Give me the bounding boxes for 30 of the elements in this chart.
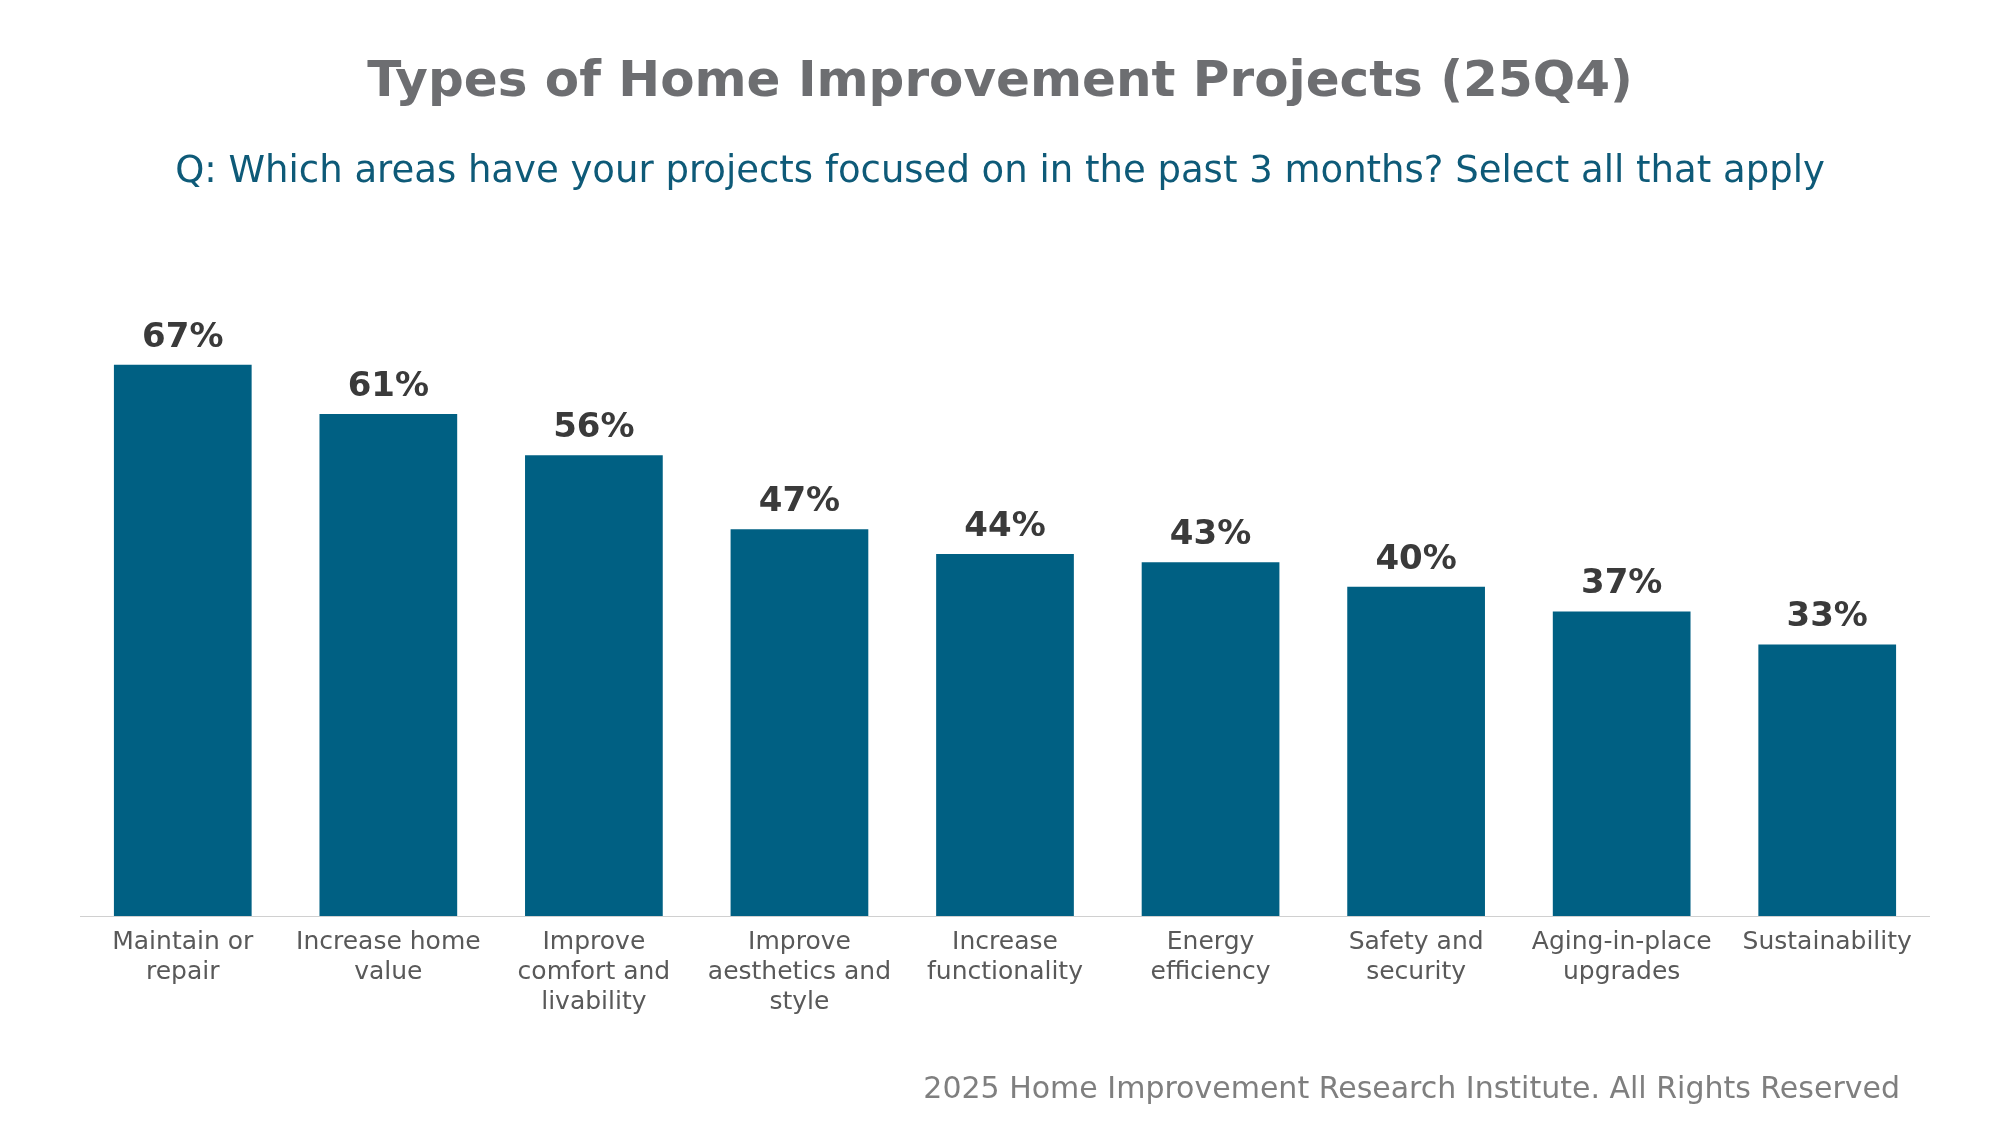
bar <box>1347 586 1485 916</box>
data-label: 67% <box>142 314 224 355</box>
x-tick-label: Increase functionality <box>927 925 1084 985</box>
x-tick-label: Improve comfort and livability <box>517 925 671 1015</box>
x-tick-label: Improve aesthetics and style <box>707 925 892 1015</box>
x-tick-label: Increase home value <box>296 925 481 985</box>
x-tick-label: Maintain or repair <box>112 925 255 985</box>
text: 2025 Home Improvement Research Institute. All Rights Reserved <box>923 1070 1900 1105</box>
chart-title: Types of Home Improvement Projects (25Q4) <box>366 50 1634 108</box>
bar <box>1758 644 1897 916</box>
bar <box>936 553 1074 916</box>
bar <box>525 455 663 916</box>
data-label: 44% <box>964 503 1046 544</box>
data-label: 37% <box>1580 561 1663 602</box>
data-label: 33% <box>1786 594 1868 635</box>
x-tick-label: Aging-in-place upgrades <box>1531 925 1712 985</box>
chart-subtitle: Q: Which areas have your projects focused on in the past 3 months? Select all that apply <box>174 148 1826 191</box>
data-label: 47% <box>758 479 841 520</box>
data-label: 43% <box>1169 512 1252 552</box>
bar <box>730 529 869 916</box>
bar <box>1141 562 1280 916</box>
bar <box>113 364 252 916</box>
bar <box>319 414 458 916</box>
data-label: 40% <box>1375 536 1457 577</box>
x-tick-label: Energy efficiency <box>1150 925 1271 985</box>
data-label: 56% <box>553 405 635 446</box>
x-tick-label: Sustainability <box>1742 925 1913 955</box>
x-tick-label: Safety and security <box>1348 925 1484 985</box>
data-label: 61% <box>347 363 430 404</box>
bar <box>1552 611 1691 916</box>
